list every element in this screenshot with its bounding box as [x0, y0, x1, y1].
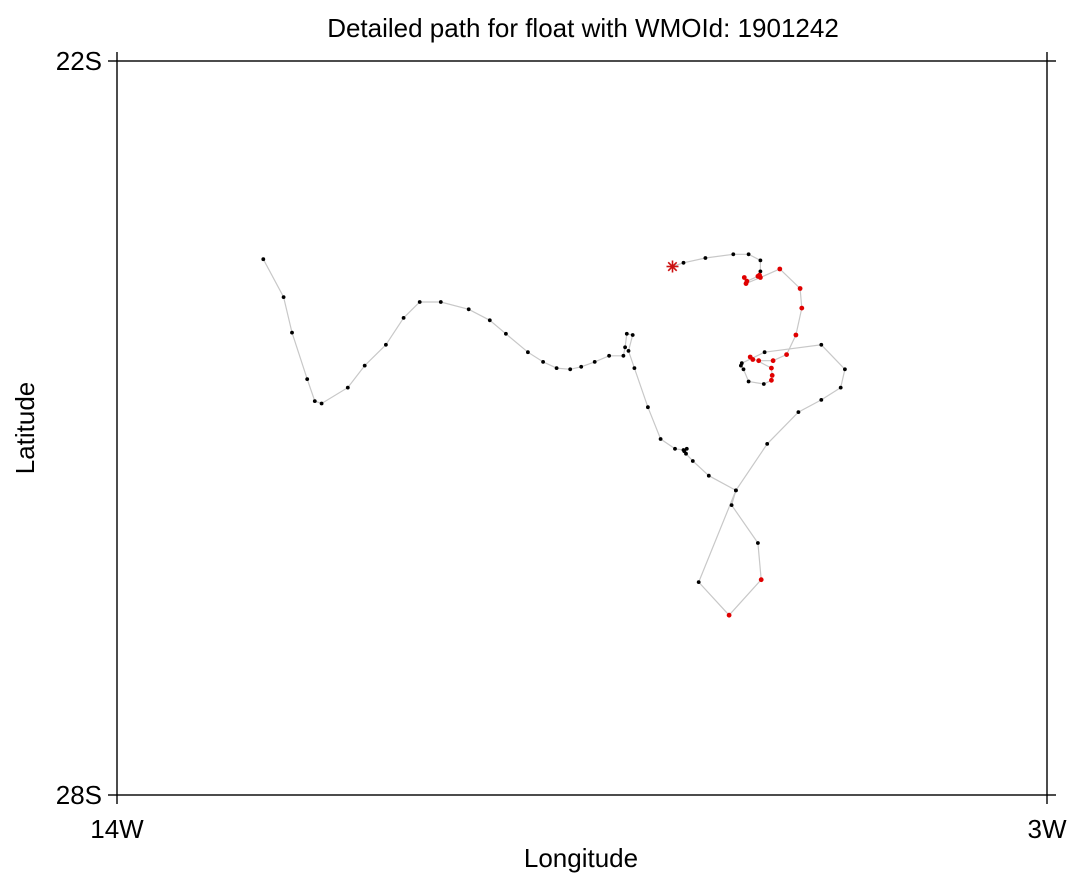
profile-point	[319, 401, 324, 406]
profile-point	[741, 367, 746, 372]
profile-point-flagged	[769, 373, 775, 378]
profile-point	[746, 252, 751, 257]
x-axis-label: Longitude	[524, 843, 638, 873]
profile-point	[843, 367, 847, 372]
profile-point	[734, 488, 738, 493]
profile-point-flagged	[758, 275, 763, 280]
profile-point	[623, 345, 627, 350]
profile-point	[746, 379, 751, 384]
profile-point-flagged	[743, 281, 749, 286]
profile-point	[681, 448, 686, 452]
profile-point	[621, 353, 626, 358]
profile-point	[681, 260, 686, 265]
profile-point	[290, 330, 294, 335]
profile-point-flagged	[777, 266, 783, 272]
profile-point	[281, 295, 286, 299]
profile-point	[466, 307, 471, 312]
profile-point	[731, 252, 736, 257]
profile-point	[706, 473, 711, 478]
profile-point	[673, 446, 677, 451]
profile-point-flagged	[758, 577, 764, 583]
profile-point	[541, 360, 545, 364]
profile-point	[765, 442, 770, 446]
axis-tick-labels: 14W 3W 22S 28S	[56, 46, 1067, 844]
profile-point	[607, 353, 611, 358]
float-path-series	[261, 252, 847, 618]
profile-point	[690, 459, 695, 463]
profile-point	[362, 363, 367, 368]
profile-point	[762, 350, 767, 355]
profile-point	[632, 366, 637, 370]
profile-point	[417, 300, 422, 304]
profile-point	[504, 331, 508, 336]
profile-point-flagged	[797, 286, 803, 291]
profile-point	[401, 316, 406, 320]
axis-ticks	[108, 52, 1056, 804]
profile-point-flagged	[770, 358, 776, 364]
profile-point-flagged	[756, 358, 762, 364]
profile-point	[819, 342, 824, 347]
profile-point	[438, 300, 443, 304]
profile-point	[630, 333, 635, 337]
profile-point	[624, 331, 629, 336]
start-marker-stroke	[667, 261, 678, 272]
profile-point	[696, 580, 701, 584]
x-tick-label: 3W	[1028, 814, 1067, 844]
profile-point-flagged	[769, 377, 774, 383]
profile-point	[345, 385, 350, 390]
profile-point	[758, 269, 763, 274]
profile-point	[384, 342, 388, 347]
profile-point	[568, 367, 573, 372]
profile-point	[261, 257, 266, 262]
profile-point	[684, 446, 689, 451]
profile-point-flagged	[793, 332, 799, 338]
profile-point	[312, 399, 317, 403]
profile-point-flagged	[747, 354, 753, 360]
profile-point-flagged	[799, 305, 805, 311]
start-position-marker	[666, 260, 679, 273]
y-axis-label: Latitude	[10, 382, 40, 475]
y-tick-label: 28S	[56, 780, 102, 810]
profile-point	[819, 398, 824, 402]
profile-point	[526, 350, 530, 355]
profile-point-flagged	[784, 352, 789, 357]
profile-point-flagged	[769, 365, 774, 371]
profile-point	[703, 256, 708, 260]
profile-point	[305, 377, 310, 381]
y-tick-label: 22S	[56, 46, 102, 76]
profile-point	[796, 410, 801, 414]
float-trajectory-line	[262, 253, 846, 617]
x-tick-label: 14W	[90, 814, 144, 844]
profile-point	[739, 361, 744, 366]
profile-point	[646, 405, 650, 410]
plot-frame	[116, 60, 1048, 796]
profile-point	[758, 258, 763, 263]
profile-point-flagged	[726, 612, 732, 618]
profile-point	[626, 349, 631, 353]
profile-point	[579, 364, 584, 369]
profile-point	[729, 503, 734, 507]
profile-point	[658, 437, 663, 441]
profile-point	[487, 318, 492, 323]
profile-point-flagged	[741, 275, 747, 280]
profile-point	[838, 385, 843, 390]
profile-point	[554, 366, 559, 370]
profile-point	[592, 360, 597, 364]
profile-point	[761, 382, 766, 386]
chart-title: Detailed path for float with WMOId: 1901…	[327, 13, 839, 43]
profile-point	[756, 541, 760, 545]
